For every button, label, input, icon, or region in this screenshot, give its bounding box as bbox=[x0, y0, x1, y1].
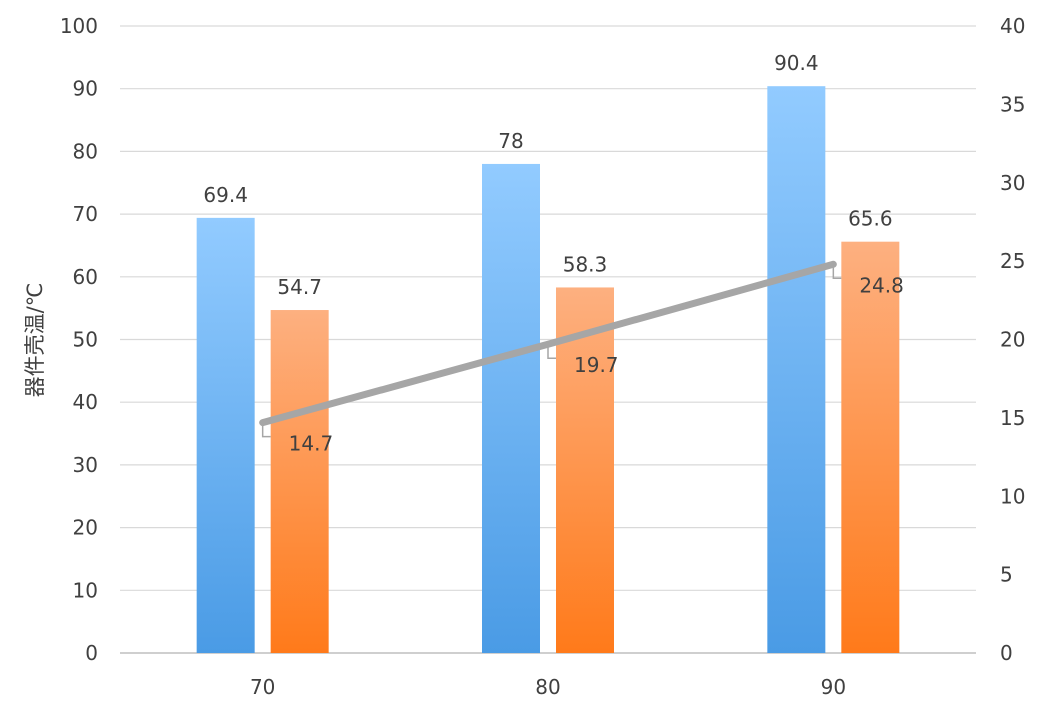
watermark-text: 大数跨境 bbox=[44, 670, 116, 692]
left-tick-label: 0 bbox=[85, 641, 98, 665]
left-tick-label: 10 bbox=[73, 578, 98, 602]
category-label: 70 bbox=[250, 675, 275, 699]
left-tick-label: 80 bbox=[73, 139, 98, 163]
line-label-leader bbox=[261, 424, 271, 438]
line-label-leader bbox=[547, 346, 556, 359]
watermark: 大数跨境 bbox=[5, 670, 116, 692]
bar-series-2 bbox=[841, 241, 900, 654]
right-tick-label: 10 bbox=[1000, 484, 1025, 508]
left-axis-ticks: 0 10 20 30 40 50 60 70 80 90 100 bbox=[60, 14, 98, 665]
left-tick-label: 100 bbox=[60, 14, 98, 38]
line-series-3-label: 24.8 bbox=[859, 273, 904, 297]
line-series-3 bbox=[259, 260, 837, 427]
right-tick-label: 0 bbox=[1000, 641, 1013, 665]
bar-series-2 bbox=[270, 310, 329, 653]
bar-series-2 bbox=[556, 287, 614, 653]
right-tick-label: 30 bbox=[1000, 171, 1025, 195]
category-label: 90 bbox=[821, 675, 846, 699]
bar-series-1-label: 78 bbox=[498, 129, 523, 153]
right-tick-label: 35 bbox=[1000, 92, 1025, 116]
left-tick-label: 40 bbox=[73, 390, 98, 414]
bar-series-1-label: 90.4 bbox=[774, 51, 819, 75]
bar-series-2-label: 65.6 bbox=[848, 207, 893, 231]
bar-series-2-label: 58.3 bbox=[563, 252, 608, 276]
category-axis-labels: 70 80 90 bbox=[250, 675, 846, 699]
left-tick-label: 50 bbox=[73, 328, 98, 352]
left-tick-label: 90 bbox=[73, 77, 98, 101]
right-tick-label: 20 bbox=[1000, 328, 1025, 352]
left-tick-label: 20 bbox=[73, 516, 98, 540]
bar-series-1 bbox=[767, 86, 826, 653]
bar-series-2-label: 54.7 bbox=[277, 275, 322, 299]
gridlines bbox=[120, 25, 976, 654]
bar-series-1 bbox=[196, 217, 255, 653]
data-labels: 69.4 54.7 78 58.3 90.4 65.6 14.7 19.7 24.8 bbox=[203, 51, 903, 455]
line-series bbox=[259, 260, 842, 438]
line-series-3-label: 19.7 bbox=[574, 353, 619, 377]
y-axis-title: 器件壳温/℃ bbox=[23, 283, 47, 398]
category-label: 80 bbox=[535, 675, 560, 699]
right-tick-label: 25 bbox=[1000, 249, 1025, 273]
bar-series-1-label: 69.4 bbox=[203, 183, 248, 207]
right-tick-label: 40 bbox=[1000, 14, 1025, 38]
line-label-leader bbox=[832, 266, 842, 280]
right-tick-label: 15 bbox=[1000, 406, 1025, 430]
right-axis-ticks: 0 5 10 15 20 25 30 35 40 bbox=[1000, 14, 1025, 665]
line-series-3-label: 14.7 bbox=[289, 432, 334, 456]
left-tick-label: 30 bbox=[73, 453, 98, 477]
watermark-logo-icon bbox=[5, 671, 38, 689]
left-tick-label: 60 bbox=[73, 265, 98, 289]
left-tick-label: 70 bbox=[73, 202, 98, 226]
right-tick-label: 5 bbox=[1000, 563, 1013, 587]
bar-series-1 bbox=[482, 163, 540, 653]
bars bbox=[196, 86, 900, 654]
